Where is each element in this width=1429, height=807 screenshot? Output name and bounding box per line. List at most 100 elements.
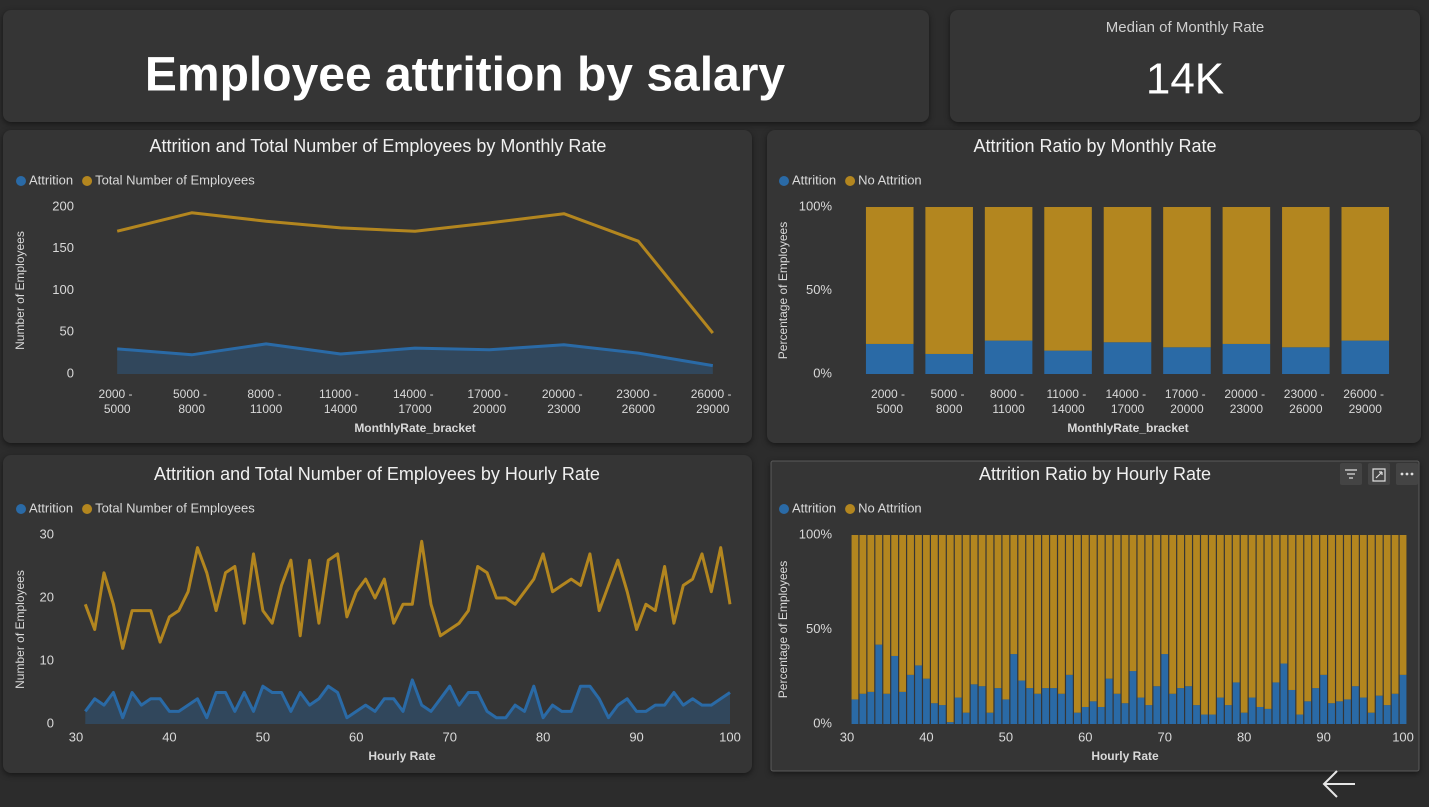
y-tick-label: 0 xyxy=(47,715,54,730)
bar-segment xyxy=(1002,535,1010,700)
bar-segment xyxy=(1272,535,1280,683)
series-line xyxy=(84,678,731,720)
x-tick-label: 80 xyxy=(1237,729,1251,744)
bar-segment xyxy=(1328,535,1335,704)
bar-segment xyxy=(1240,712,1248,724)
bar-segment xyxy=(962,535,970,713)
bar-segment xyxy=(1044,207,1092,351)
x-tick-label: 20000 - 23000 xyxy=(1224,387,1268,416)
bar-segment xyxy=(867,691,875,724)
y-tick-label: 150 xyxy=(52,240,74,255)
y-tick-label: 10 xyxy=(40,652,54,667)
bar-segment xyxy=(1105,678,1113,724)
bar-segment xyxy=(1193,535,1200,706)
bar-segment xyxy=(1161,654,1169,724)
bar-segment xyxy=(984,207,1033,341)
bar-segment xyxy=(851,699,859,724)
bar-segment xyxy=(1097,706,1105,724)
y-tick-label: 200 xyxy=(52,198,74,213)
bar-segment xyxy=(1169,535,1177,694)
bar-segment xyxy=(1018,535,1026,681)
bar-segment xyxy=(1121,703,1129,724)
legend-label: Attrition xyxy=(792,500,836,515)
x-tick-label: 8000 - 11000 xyxy=(247,387,284,416)
series-line xyxy=(83,539,732,650)
bar-segment xyxy=(1002,699,1010,724)
bar-segment xyxy=(1177,688,1185,724)
x-axis-label: Hourly Rate xyxy=(1091,749,1159,763)
x-tick-label: 11000 - 14000 xyxy=(1046,387,1089,416)
x-tick-label: 26000 - 29000 xyxy=(691,387,735,416)
chart-title: Attrition Ratio by Hourly Rate xyxy=(979,464,1211,484)
y-tick-label: 100% xyxy=(799,526,833,541)
dashboard-title: Employee attrition by salary xyxy=(145,49,786,102)
bar-segment xyxy=(1089,701,1097,724)
bar-segment xyxy=(907,674,914,724)
bar-segment xyxy=(1081,706,1089,724)
bar-segment xyxy=(931,703,938,724)
y-tick-label: 20 xyxy=(40,589,54,604)
bar-segment xyxy=(1336,701,1343,724)
bar-segment xyxy=(1248,697,1256,724)
bar-segment xyxy=(954,697,962,724)
bar-segment xyxy=(923,535,930,679)
x-tick-label: 90 xyxy=(629,729,643,744)
card-label: Median of Monthly Rate xyxy=(1106,19,1264,36)
legend-label: Attrition xyxy=(29,172,73,187)
x-tick-label: 17000 - 20000 xyxy=(467,387,511,416)
focus-glyph xyxy=(1372,468,1386,482)
bar-segment xyxy=(970,684,978,724)
legend-label: Attrition xyxy=(29,500,73,515)
dot xyxy=(1410,472,1414,476)
visual-header-icons xyxy=(1340,463,1418,485)
legend-marker xyxy=(82,504,93,514)
bar-segment xyxy=(1341,207,1390,341)
bar-segment xyxy=(883,535,891,694)
x-axis-label: MonthlyRate_bracket xyxy=(1067,421,1188,435)
bar-segment xyxy=(1383,535,1391,706)
bar-segment xyxy=(1280,535,1288,664)
bar-segment xyxy=(1341,340,1390,374)
bar-segment xyxy=(1288,689,1296,724)
focus-icon[interactable] xyxy=(1368,463,1390,485)
bar-segment xyxy=(1391,535,1399,694)
bar-segment xyxy=(1066,535,1073,675)
bar-segment xyxy=(1129,671,1137,724)
bar-segment xyxy=(1256,535,1264,707)
x-tick-label: 40 xyxy=(919,729,933,744)
bar-segment xyxy=(1222,343,1271,374)
back-arrow[interactable] xyxy=(1322,770,1355,798)
x-tick-label: 17000 - 20000 xyxy=(1165,387,1209,416)
card-value: 14K xyxy=(1146,55,1224,104)
bar-segment xyxy=(970,535,978,685)
filter-glyph xyxy=(1345,469,1357,479)
bar-segment xyxy=(1359,535,1367,698)
bar-segment xyxy=(1375,535,1383,696)
legend-label: No Attrition xyxy=(858,172,922,187)
bar-segment xyxy=(1216,535,1224,698)
x-tick-label: 100 xyxy=(719,729,741,744)
x-tick-label: 5000 - 8000 xyxy=(930,387,967,416)
bar-segment xyxy=(899,535,906,692)
x-axis-label: MonthlyRate_bracket xyxy=(354,421,475,435)
y-tick-label: 100 xyxy=(52,282,74,297)
x-tick-label: 90 xyxy=(1316,729,1330,744)
bar-segment xyxy=(1328,703,1335,724)
bar-segment xyxy=(1169,693,1177,724)
bar-segment xyxy=(1216,697,1224,724)
bar-segment xyxy=(1320,535,1327,675)
bar-segment xyxy=(1153,535,1161,687)
x-tick-label: 2000 - 5000 xyxy=(99,387,136,416)
bar-segment xyxy=(1153,686,1161,724)
x-tick-label: 50 xyxy=(999,729,1013,744)
chart-title: Attrition and Total Number of Employees … xyxy=(154,464,600,484)
y-tick-label: 0% xyxy=(813,715,832,730)
bar-segment xyxy=(1201,714,1208,724)
bar-segment xyxy=(1034,535,1042,694)
bar-segment xyxy=(1209,535,1216,715)
bar-segment xyxy=(851,535,859,700)
bar-segment xyxy=(1034,693,1042,724)
bar-segment xyxy=(1282,347,1330,374)
